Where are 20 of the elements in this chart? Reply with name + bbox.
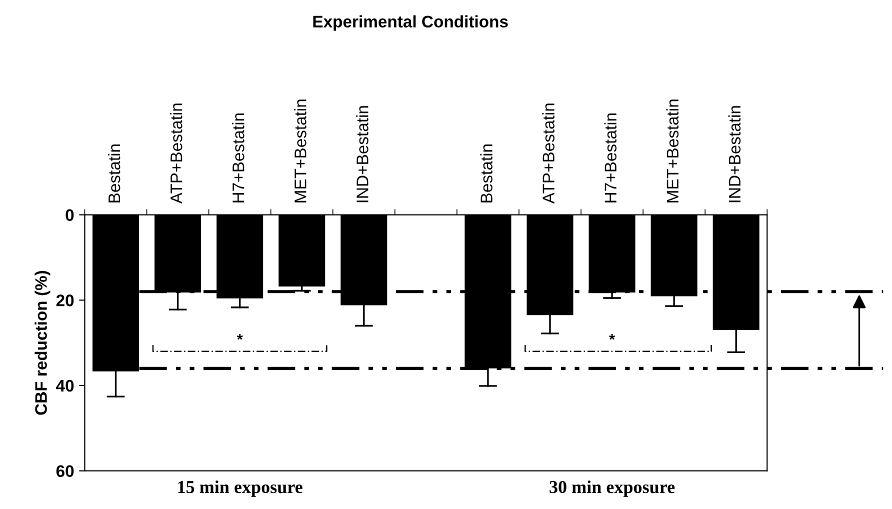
y-tick-label: 60 bbox=[56, 465, 74, 478]
x-tick-label: H7+Bestatin bbox=[604, 114, 617, 202]
text: 15 min exposure bbox=[178, 480, 302, 497]
y-tick-label: 40 bbox=[56, 380, 74, 392]
x-tick-label: H7+Bestatin bbox=[232, 114, 244, 202]
chart-title: Experimental Conditions bbox=[313, 15, 508, 31]
x-tick-label: MET+Bestatin bbox=[666, 100, 679, 202]
x-tick-label: IND+Bestatin bbox=[356, 106, 368, 202]
annotation: * bbox=[609, 334, 615, 340]
x-tick-label: MET+Bestatin bbox=[294, 100, 306, 202]
x-tick-label: ATP+Bestatin bbox=[170, 104, 182, 204]
x-tick-label: Bestatin bbox=[108, 144, 120, 202]
y-tick-label: 20 bbox=[56, 294, 74, 306]
y-tick-label: 0 bbox=[66, 209, 74, 221]
x-tick-label: ATP+Bestatin bbox=[542, 104, 554, 204]
text: 30 min exposure bbox=[550, 480, 675, 497]
y-axis-title: CBF reduction (%) bbox=[34, 270, 50, 415]
annotation: * bbox=[236, 334, 243, 340]
x-tick-label: Bestatin bbox=[480, 144, 492, 202]
x-tick-label: IND+Bestatin bbox=[728, 106, 741, 202]
